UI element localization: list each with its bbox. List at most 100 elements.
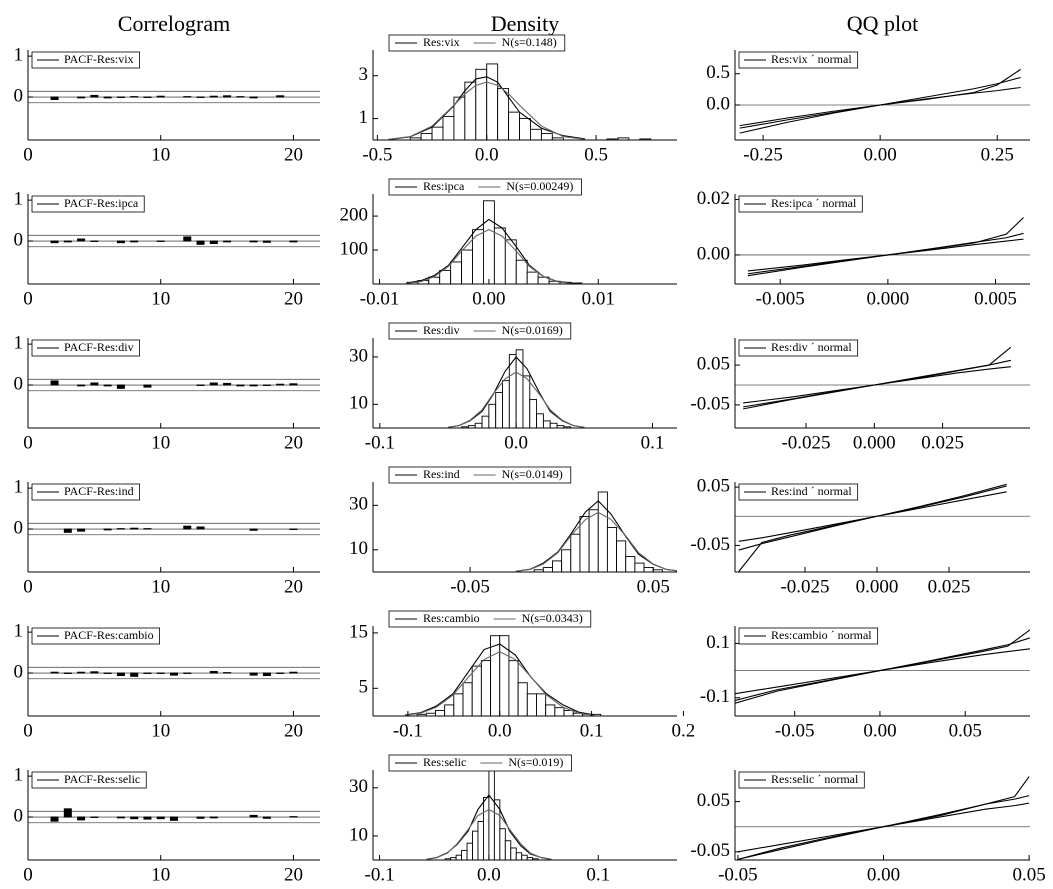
pacf-bar bbox=[143, 816, 152, 820]
qq-line bbox=[739, 76, 1021, 134]
x-tick-label: 0.0 bbox=[475, 144, 499, 165]
x-tick-label: 0.5 bbox=[584, 144, 608, 165]
histogram-bar bbox=[588, 509, 599, 572]
pacf-bar bbox=[116, 240, 125, 244]
legend-label: N(s=0.019) bbox=[508, 755, 563, 769]
x-tick-label: 0 bbox=[23, 144, 33, 165]
histogram-bar bbox=[461, 849, 468, 860]
pacf-bar bbox=[276, 383, 285, 386]
pacf-bar bbox=[276, 95, 285, 98]
panel: -0.05 0.05 -0.05 0.00 0.05 Res:selic ´ normal bbox=[690, 770, 1046, 885]
x-tick-label: 20 bbox=[284, 576, 303, 597]
y-tick-label: 200 bbox=[340, 204, 369, 225]
pacf-bar bbox=[223, 382, 232, 386]
pacf-bar bbox=[223, 240, 232, 243]
legend: Res:cambio ´ normal bbox=[738, 627, 879, 645]
y-tick-label: 1 bbox=[14, 476, 24, 497]
panel: -0.05 0.05 -0.025 0.000 0.025 Res:div ´ norma… bbox=[690, 338, 1030, 453]
density-line bbox=[405, 651, 595, 716]
legend-label: PACF-Res:ind bbox=[64, 484, 134, 498]
pacf-bar bbox=[249, 240, 258, 243]
y-tick-label: 0 bbox=[14, 85, 24, 106]
pacf-bar bbox=[289, 671, 298, 674]
plot-area bbox=[28, 522, 320, 536]
histogram-bar bbox=[526, 693, 537, 716]
histogram-bar bbox=[481, 415, 490, 428]
legend-box bbox=[738, 771, 865, 789]
x-tick-label: -0.1 bbox=[365, 864, 395, 885]
plot-area bbox=[28, 90, 320, 104]
histogram-bar bbox=[625, 555, 636, 572]
y-tick-label: 15 bbox=[349, 621, 368, 642]
pacf-bar bbox=[223, 95, 232, 98]
y-tick-label: 0.5 bbox=[706, 62, 730, 83]
x-tick-label: 0 bbox=[23, 576, 33, 597]
column-title: Correlogram bbox=[118, 11, 230, 36]
plot-area bbox=[735, 629, 1030, 704]
pacf-bar bbox=[63, 240, 72, 243]
histogram-bar bbox=[515, 259, 528, 284]
x-tick-label: 0.00 bbox=[472, 288, 505, 309]
histogram-bar bbox=[495, 392, 503, 428]
pacf-bar bbox=[116, 384, 125, 389]
qq-line bbox=[737, 776, 1030, 860]
legend-label: Res:ind ´ normal bbox=[771, 484, 852, 498]
y-tick-label: 10 bbox=[349, 824, 368, 845]
pacf-bar bbox=[209, 670, 218, 674]
histogram-bar bbox=[450, 261, 463, 284]
panel: QQ plot 0.0 0.5 -0.25 0.00 0.25 Res:vix ´ norm… bbox=[706, 11, 1030, 165]
y-tick-label: 10 bbox=[349, 393, 368, 414]
legend-label: N(s=0.0149) bbox=[502, 467, 563, 481]
plot-area bbox=[735, 68, 1030, 134]
qq-line bbox=[738, 483, 1007, 551]
x-tick-label: -0.1 bbox=[393, 720, 423, 741]
pacf-bar bbox=[289, 240, 298, 243]
histogram-bar bbox=[488, 403, 497, 428]
x-tick-label: 0.000 bbox=[853, 432, 896, 453]
pacf-bar bbox=[130, 527, 139, 530]
histogram-bar bbox=[466, 842, 473, 860]
histogram-bar bbox=[532, 858, 539, 860]
histogram-bar bbox=[462, 682, 473, 716]
pacf-bar bbox=[116, 816, 125, 819]
legend: PACF-Res:vix bbox=[31, 51, 140, 69]
histogram-bar bbox=[515, 349, 524, 428]
legend-label: PACF-Res:ipca bbox=[64, 196, 139, 210]
legend: Res:vix N(s=0.148) bbox=[388, 34, 566, 52]
legend-box bbox=[31, 771, 147, 789]
pacf-bar bbox=[249, 528, 258, 531]
x-tick-label: 0.025 bbox=[921, 432, 964, 453]
plot-area bbox=[735, 217, 1030, 277]
legend-box bbox=[31, 483, 140, 501]
histogram-bar bbox=[508, 354, 517, 428]
pacf-bar bbox=[77, 671, 86, 674]
panel: 10 30 -0.1 0.0 0.1 Res:selic N(s=0.019) bbox=[349, 754, 677, 885]
x-tick-label: -0.1 bbox=[365, 432, 395, 453]
pacf-bar bbox=[262, 240, 271, 243]
x-tick-label: 0.025 bbox=[928, 576, 971, 597]
histogram-bar bbox=[549, 422, 558, 428]
x-tick-label: 0.01 bbox=[582, 288, 615, 309]
pacf-bar bbox=[77, 528, 86, 532]
y-tick-label: 0.05 bbox=[697, 475, 730, 496]
legend: Res:selic ´ normal bbox=[738, 771, 865, 789]
pacf-bar bbox=[50, 671, 59, 674]
pacf-bar bbox=[209, 382, 218, 386]
pacf-bar bbox=[77, 238, 86, 242]
histogram-bar bbox=[464, 81, 477, 140]
histogram-bar bbox=[435, 710, 446, 716]
density-line bbox=[515, 511, 677, 572]
qq-line bbox=[743, 366, 1011, 404]
y-tick-label: 0 bbox=[14, 373, 24, 394]
x-tick-label: 0.00 bbox=[863, 720, 896, 741]
x-tick-label: 20 bbox=[284, 432, 303, 453]
x-tick-label: -0.025 bbox=[781, 432, 830, 453]
x-tick-label: 10 bbox=[151, 576, 170, 597]
qq-line bbox=[739, 86, 1021, 127]
histogram-bar bbox=[545, 704, 556, 716]
legend: PACF-Res:cambio bbox=[31, 627, 160, 645]
plot-area bbox=[28, 234, 320, 248]
x-tick-label: 10 bbox=[151, 144, 170, 165]
x-tick-label: 0.0 bbox=[488, 720, 512, 741]
